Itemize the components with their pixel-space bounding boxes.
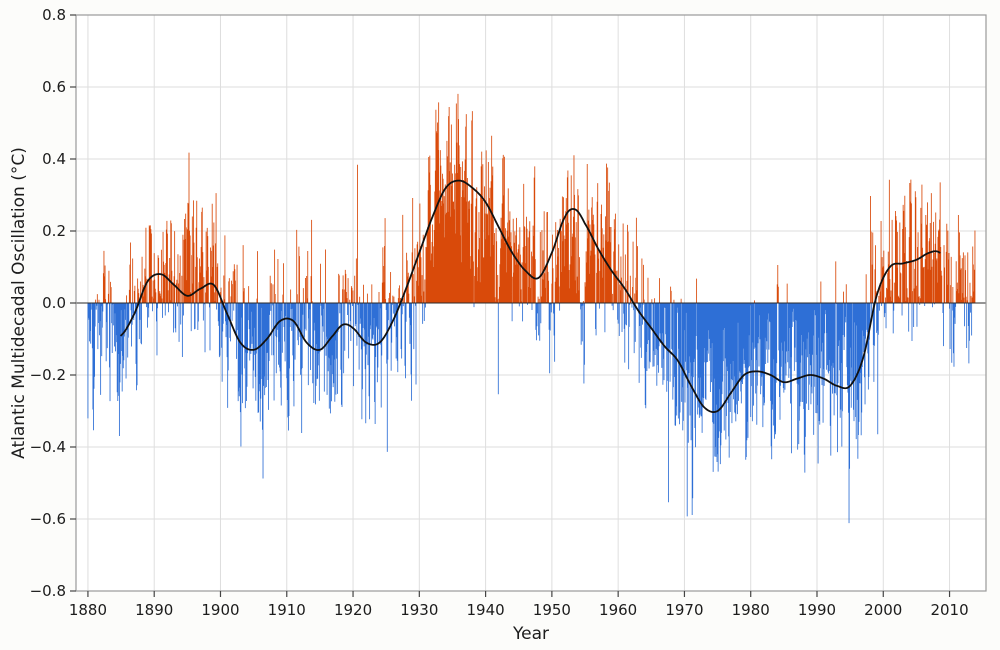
x-tick-label: 1900 xyxy=(201,601,239,619)
y-tick-label: −0.2 xyxy=(30,366,66,384)
x-tick-label: 1960 xyxy=(599,601,637,619)
x-tick-label: 2010 xyxy=(930,601,968,619)
y-tick-label: −0.4 xyxy=(30,438,66,456)
x-tick-label: 1940 xyxy=(467,601,505,619)
y-tick-label: 0.0 xyxy=(42,294,66,312)
negative-anomaly-bars xyxy=(87,303,973,524)
y-tick-label: 0.8 xyxy=(42,6,66,24)
y-tick-label: 0.2 xyxy=(42,222,66,240)
smoothed-line xyxy=(120,179,941,413)
y-tick-label: −0.6 xyxy=(30,510,66,528)
x-tick-label: 1930 xyxy=(400,601,438,619)
y-tick-label: 0.4 xyxy=(42,150,66,168)
x-tick-label: 1880 xyxy=(69,601,107,619)
x-tick-label: 1990 xyxy=(798,601,836,619)
x-tick-label: 1950 xyxy=(533,601,571,619)
x-tick-label: 1980 xyxy=(732,601,770,619)
tick-labels: 1880 1890 1900 1910 1920 1930 1940 1950 1960 1970… xyxy=(30,6,969,619)
y-tick-label: −0.8 xyxy=(30,582,66,600)
x-tick-label: 1970 xyxy=(665,601,703,619)
x-axis-title: Year xyxy=(512,624,549,644)
x-tick-label: 2000 xyxy=(864,601,902,619)
x-tick-label: 1910 xyxy=(268,601,306,619)
tick-marks xyxy=(70,14,951,597)
y-axis-title: Atlantic Multidecadal Oscillation (°C) xyxy=(9,147,29,459)
x-tick-label: 1920 xyxy=(334,601,372,619)
x-tick-label: 1890 xyxy=(135,601,173,619)
y-tick-label: 0.6 xyxy=(42,78,66,96)
